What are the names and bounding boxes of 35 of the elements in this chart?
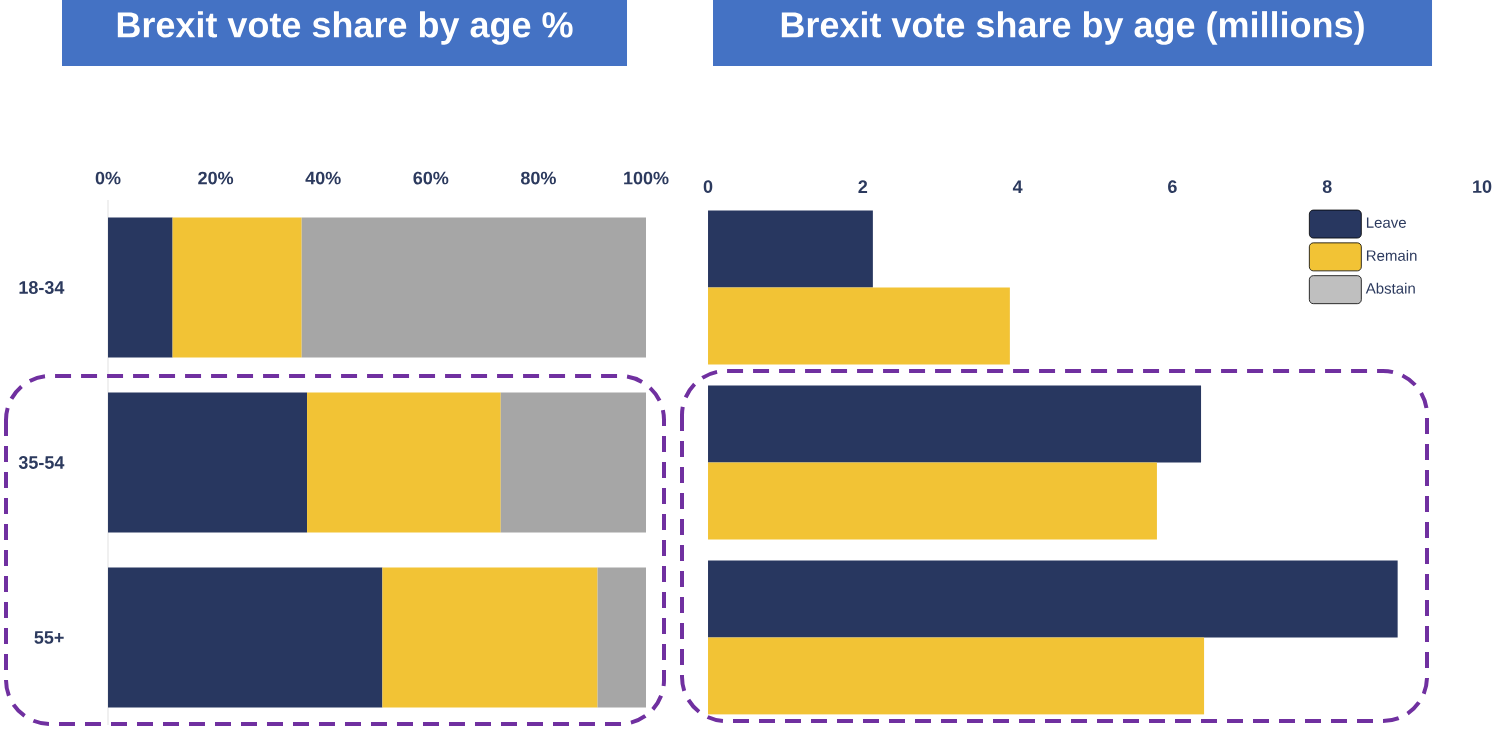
x-tick-label: 10 (1473, 180, 1492, 193)
bar (708, 210, 873, 288)
chart-title: Brexit vote share by age (millions) (781, 11, 1364, 45)
bar (307, 392, 501, 533)
x-tick-label: 0% (95, 171, 121, 185)
bar (708, 385, 1202, 463)
bar (708, 637, 1205, 715)
bar (108, 217, 173, 358)
bar (500, 392, 647, 533)
x-tick-label: 100% (624, 171, 669, 185)
x-tick-label: 60% (413, 171, 449, 185)
y-tick-label: 18-34 (19, 281, 65, 294)
x-tick-label: 20% (198, 171, 234, 185)
x-tick-label: 80% (520, 171, 556, 185)
bar (172, 217, 302, 358)
bar (708, 462, 1157, 540)
bar (708, 560, 1398, 638)
bar (382, 567, 598, 708)
y-tick-label: 55+ (34, 631, 64, 644)
bar (108, 392, 308, 533)
x-tick-label: 2 (858, 180, 868, 193)
x-tick-label: 4 (1012, 180, 1023, 193)
bar (108, 567, 383, 708)
legend-label: Remain (1366, 249, 1417, 261)
bar (597, 567, 647, 708)
x-tick-label: 8 (1322, 180, 1332, 193)
legend-label: Abstain (1365, 282, 1415, 294)
chart-title: Brexit vote share by age % (117, 11, 573, 45)
x-tick-label: 40% (305, 171, 341, 185)
x-tick-label: 0 (703, 180, 713, 193)
bar (708, 287, 1010, 365)
legend-label: Leave (1366, 217, 1406, 228)
x-tick-label: 6 (1168, 180, 1177, 193)
y-tick-label: 35-54 (18, 456, 65, 469)
bar (301, 217, 647, 358)
